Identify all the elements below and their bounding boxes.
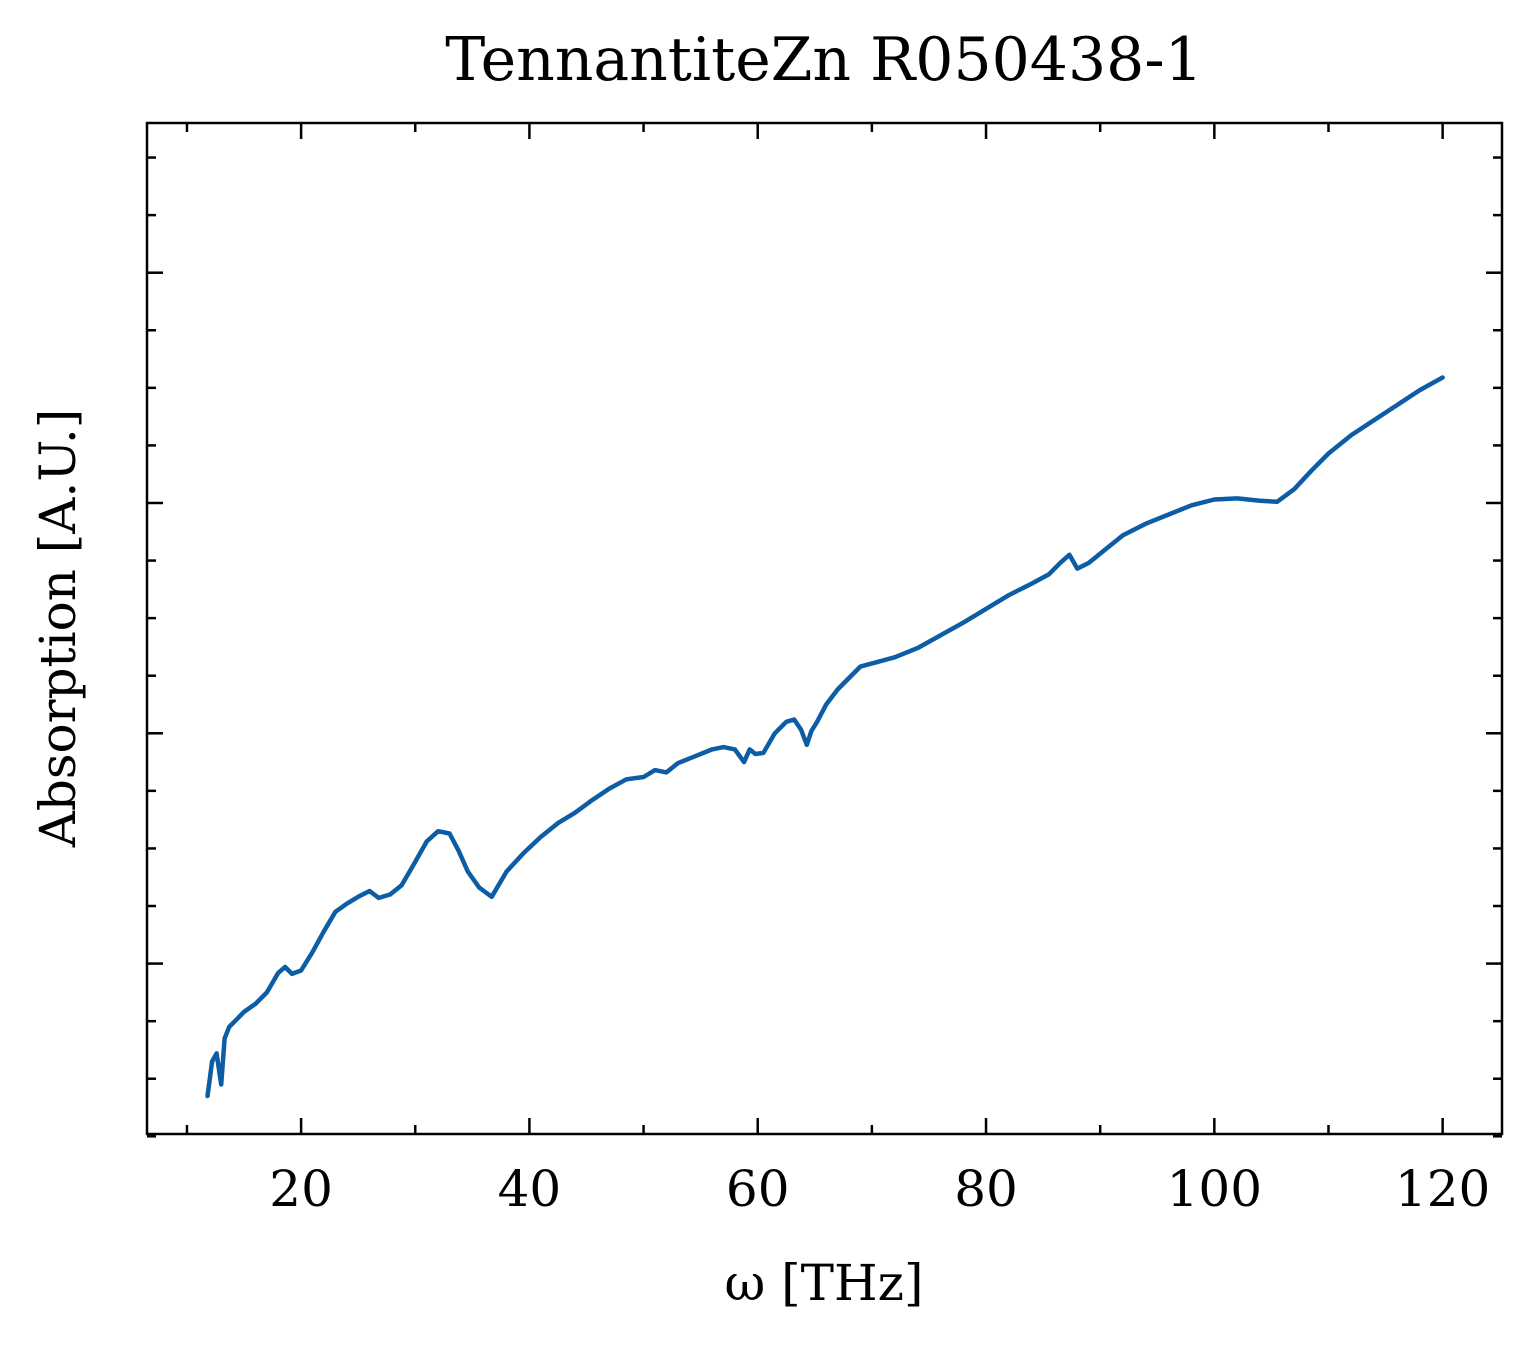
y-axis-label: Absorption [A.U.] [29, 409, 87, 849]
x-tick-label: 60 [726, 1160, 790, 1218]
plot-area [145, 121, 1504, 1138]
x-axis-label: ω [THz] [725, 1254, 924, 1312]
x-tick-label: 40 [498, 1160, 562, 1218]
chart-title: TennantiteZn R050438-1 [445, 25, 1203, 95]
x-tick-label: 120 [1395, 1160, 1490, 1218]
axis-ticks [147, 123, 1502, 1138]
x-tick-label: 100 [1167, 1160, 1262, 1218]
plot-frame [145, 121, 1504, 1136]
x-tick-label: 80 [954, 1160, 1018, 1218]
series-line [205, 375, 1445, 1099]
x-tick-label: 20 [269, 1160, 333, 1218]
x-tick-labels: 20 40 60 80 100 120 [269, 1160, 1490, 1218]
